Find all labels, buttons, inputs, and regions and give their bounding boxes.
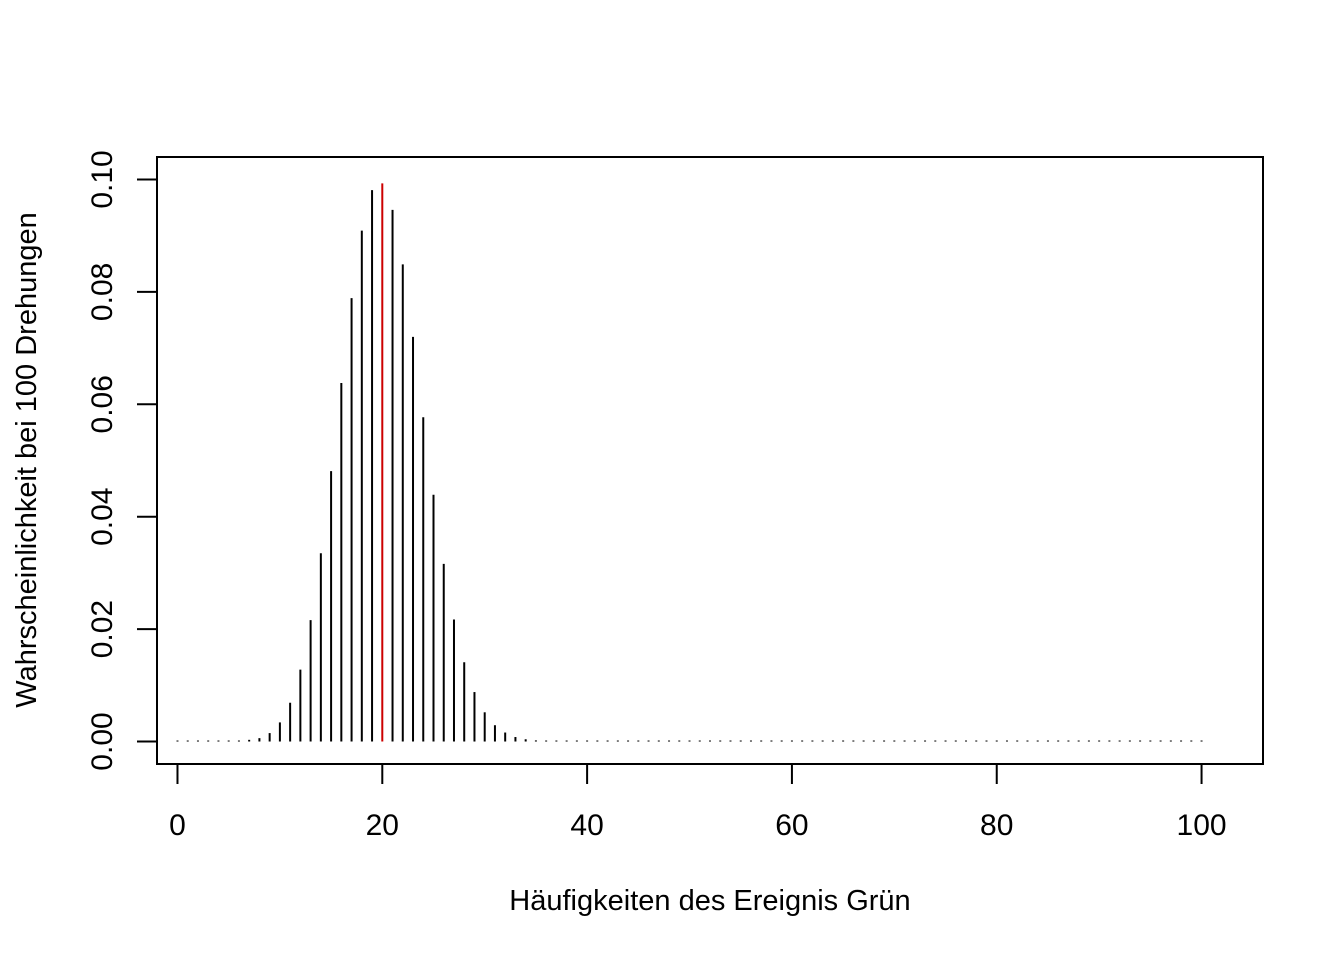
x-tick-label: 40 — [570, 809, 603, 842]
x-axis: 0 20 40 60 80 100 — [169, 763, 1227, 842]
x-axis-label: Häufigkeiten des Ereignis Grün — [509, 885, 910, 917]
x-tick-label: 80 — [980, 809, 1013, 842]
y-axis-label: Wahrscheinlichkeit bei 100 Drehungen — [11, 212, 43, 707]
x-tick-label: 100 — [1177, 809, 1227, 842]
x-tick-label: 60 — [775, 809, 808, 842]
y-tick-label: 0.06 — [86, 375, 119, 433]
x-tick-label: 20 — [366, 809, 399, 842]
y-axis: 0.00 0.02 0.04 0.06 0.08 0.10 — [86, 150, 158, 771]
y-tick-label: 0.10 — [86, 150, 119, 208]
y-tick-label: 0.00 — [86, 712, 119, 770]
plot-frame — [156, 156, 1264, 765]
y-tick-label: 0.02 — [86, 600, 119, 658]
x-tick-label: 0 — [169, 809, 186, 842]
y-tick-label: 0.04 — [86, 488, 119, 546]
y-tick-label: 0.08 — [86, 263, 119, 321]
bars-group — [176, 183, 1203, 742]
